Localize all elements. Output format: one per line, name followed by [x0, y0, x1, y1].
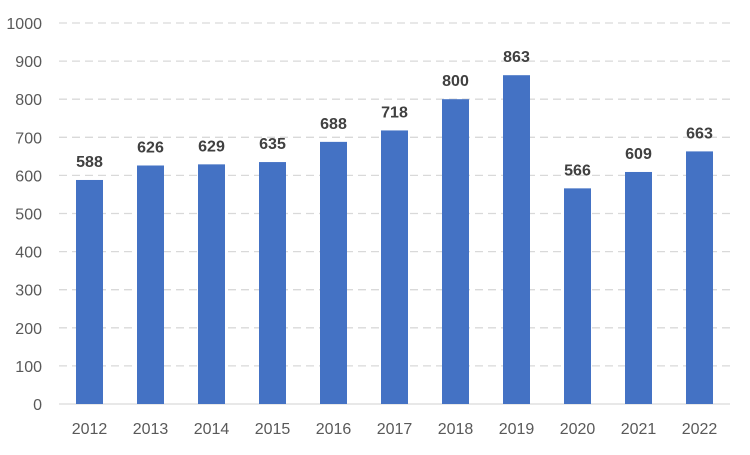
bar-series: [76, 75, 713, 405]
y-tick-label: 200: [15, 321, 42, 338]
bar: [259, 162, 286, 404]
x-tick-label: 2018: [438, 421, 474, 438]
data-label: 566: [564, 162, 591, 179]
y-tick-label: 700: [15, 130, 42, 147]
data-label: 588: [76, 154, 103, 171]
x-tick-label: 2020: [560, 421, 596, 438]
data-label: 800: [442, 73, 469, 90]
y-tick-label: 900: [15, 54, 42, 71]
y-tick-label: 500: [15, 207, 42, 224]
data-label: 718: [381, 104, 408, 121]
x-tick-label: 2013: [133, 421, 169, 438]
bar: [625, 171, 652, 404]
x-tick-label: 2022: [682, 421, 718, 438]
x-tick-label: 2015: [255, 421, 291, 438]
x-axis-tick-labels: 2012 2013 2014 2015 2016 2017 2018 2019 2020 2021…: [72, 421, 718, 438]
bar: [686, 151, 713, 404]
bar: [564, 188, 591, 404]
data-label: 635: [259, 136, 286, 153]
x-tick-label: 2014: [194, 421, 230, 438]
bar: [503, 75, 530, 405]
y-tick-label: 100: [15, 359, 42, 376]
y-tick-label: 800: [15, 92, 42, 109]
bar: [137, 165, 164, 404]
data-label: 863: [503, 49, 530, 66]
x-tick-label: 2021: [621, 421, 657, 438]
bar: [198, 164, 225, 404]
x-tick-label: 2019: [499, 421, 535, 438]
bar: [320, 141, 347, 404]
data-labels: 588 626 629 635 688 718 800 863 566 609 663: [76, 49, 713, 179]
y-tick-label: 600: [15, 168, 42, 185]
bar: [381, 130, 408, 404]
data-label: 688: [320, 116, 347, 133]
x-tick-label: 2017: [377, 421, 413, 438]
data-label: 626: [137, 139, 164, 156]
y-tick-label: 1000: [6, 16, 42, 33]
x-tick-label: 2012: [72, 421, 108, 438]
y-axis-tick-labels: 0 100 200 300 400 500 600 700 800 900 1000: [6, 16, 42, 414]
data-label: 629: [198, 138, 225, 155]
y-tick-label: 300: [15, 283, 42, 300]
gridlines: [59, 22, 730, 405]
y-tick-label: 400: [15, 245, 42, 262]
bar: [442, 99, 469, 404]
y-tick-label: 0: [33, 397, 42, 414]
data-label: 609: [625, 146, 652, 163]
bar: [76, 179, 103, 404]
data-label: 663: [686, 125, 713, 142]
x-tick-label: 2016: [316, 421, 352, 438]
